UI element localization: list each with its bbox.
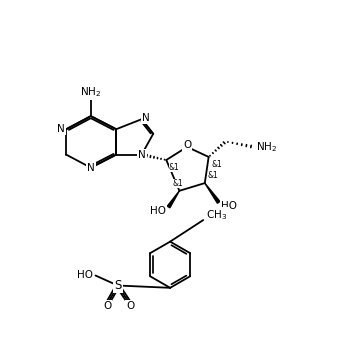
Text: HO: HO [77, 271, 93, 281]
Polygon shape [205, 183, 220, 203]
Text: N: N [138, 150, 146, 160]
Text: O: O [103, 301, 111, 311]
Text: &1: &1 [169, 163, 179, 172]
Text: NH$_2$: NH$_2$ [257, 140, 277, 154]
Text: CH$_3$: CH$_3$ [206, 208, 227, 222]
Text: &1: &1 [172, 179, 183, 188]
Text: &1: &1 [212, 160, 222, 169]
Text: O: O [183, 140, 191, 150]
Text: &1: &1 [208, 171, 219, 180]
Text: N: N [87, 163, 95, 173]
Text: NH$_2$: NH$_2$ [80, 85, 101, 99]
Text: N: N [57, 124, 65, 134]
Text: HO: HO [221, 201, 237, 211]
Polygon shape [167, 191, 179, 208]
Text: N: N [142, 113, 150, 124]
Text: S: S [114, 279, 121, 292]
Text: HO: HO [150, 206, 166, 216]
Text: O: O [126, 301, 134, 311]
